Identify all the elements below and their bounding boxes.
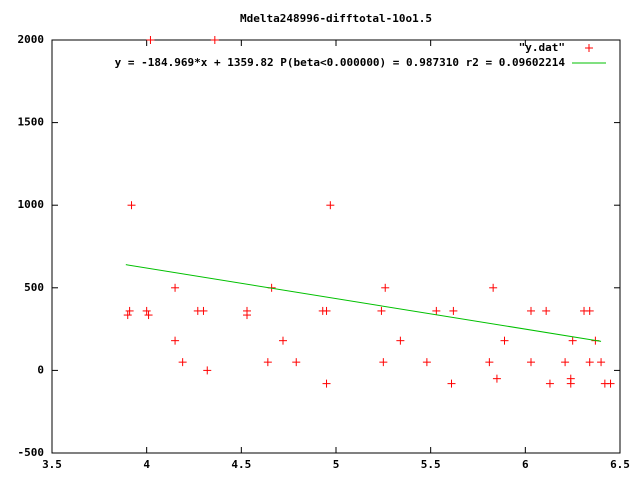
point xyxy=(142,306,151,315)
x-tick-label: 6 xyxy=(522,458,529,471)
point xyxy=(322,379,331,388)
point xyxy=(561,358,570,367)
point xyxy=(381,283,390,292)
plot-border xyxy=(51,39,621,454)
legend-label: "y.dat" xyxy=(519,41,565,54)
point xyxy=(125,306,134,315)
point xyxy=(203,366,212,375)
point xyxy=(127,201,136,210)
point xyxy=(527,306,536,315)
point xyxy=(485,358,494,367)
point xyxy=(566,379,575,388)
x-tick-label: 5.5 xyxy=(421,458,441,471)
point xyxy=(326,201,335,210)
y-tick-label: 500 xyxy=(24,281,44,294)
point xyxy=(171,336,180,345)
x-tick-label: 6.5 xyxy=(610,458,630,471)
point xyxy=(396,336,405,345)
point xyxy=(379,358,388,367)
point xyxy=(377,306,386,315)
chart-title: Mdelta248996-difftotal-10o1.5 xyxy=(240,12,432,25)
y-tick-label: 0 xyxy=(37,363,44,376)
point xyxy=(146,36,155,44)
point xyxy=(597,358,606,367)
point xyxy=(527,358,536,367)
y-tick-label: 1000 xyxy=(18,198,45,211)
x-tick-label: 4 xyxy=(143,458,150,471)
point xyxy=(432,306,441,315)
legend-label: y = -184.969*x + 1359.82 P(beta<0.000000… xyxy=(115,56,566,69)
point xyxy=(585,358,594,367)
y-tick-label: -500 xyxy=(18,446,45,459)
point xyxy=(545,379,554,388)
y-tick-label: 1500 xyxy=(18,116,45,129)
point xyxy=(178,358,187,367)
point xyxy=(322,306,331,315)
point xyxy=(171,283,180,292)
point xyxy=(568,336,577,345)
point xyxy=(199,306,208,315)
x-tick-label: 3.5 xyxy=(42,458,62,471)
point xyxy=(542,306,551,315)
point xyxy=(489,283,498,292)
fit-line xyxy=(125,264,602,342)
point xyxy=(292,358,301,367)
point xyxy=(449,306,458,315)
x-tick-label: 5 xyxy=(333,458,340,471)
point xyxy=(123,311,132,320)
legend-marker xyxy=(585,44,593,52)
point xyxy=(278,336,287,345)
point xyxy=(243,311,252,320)
point xyxy=(585,306,594,315)
point xyxy=(500,336,509,345)
point xyxy=(263,358,272,367)
x-tick-label: 4.5 xyxy=(231,458,251,471)
point xyxy=(210,36,219,44)
point xyxy=(447,379,456,388)
point xyxy=(144,311,153,320)
y-tick-label: 2000 xyxy=(18,33,45,46)
point xyxy=(492,374,501,383)
point xyxy=(422,358,431,367)
point xyxy=(606,379,615,388)
